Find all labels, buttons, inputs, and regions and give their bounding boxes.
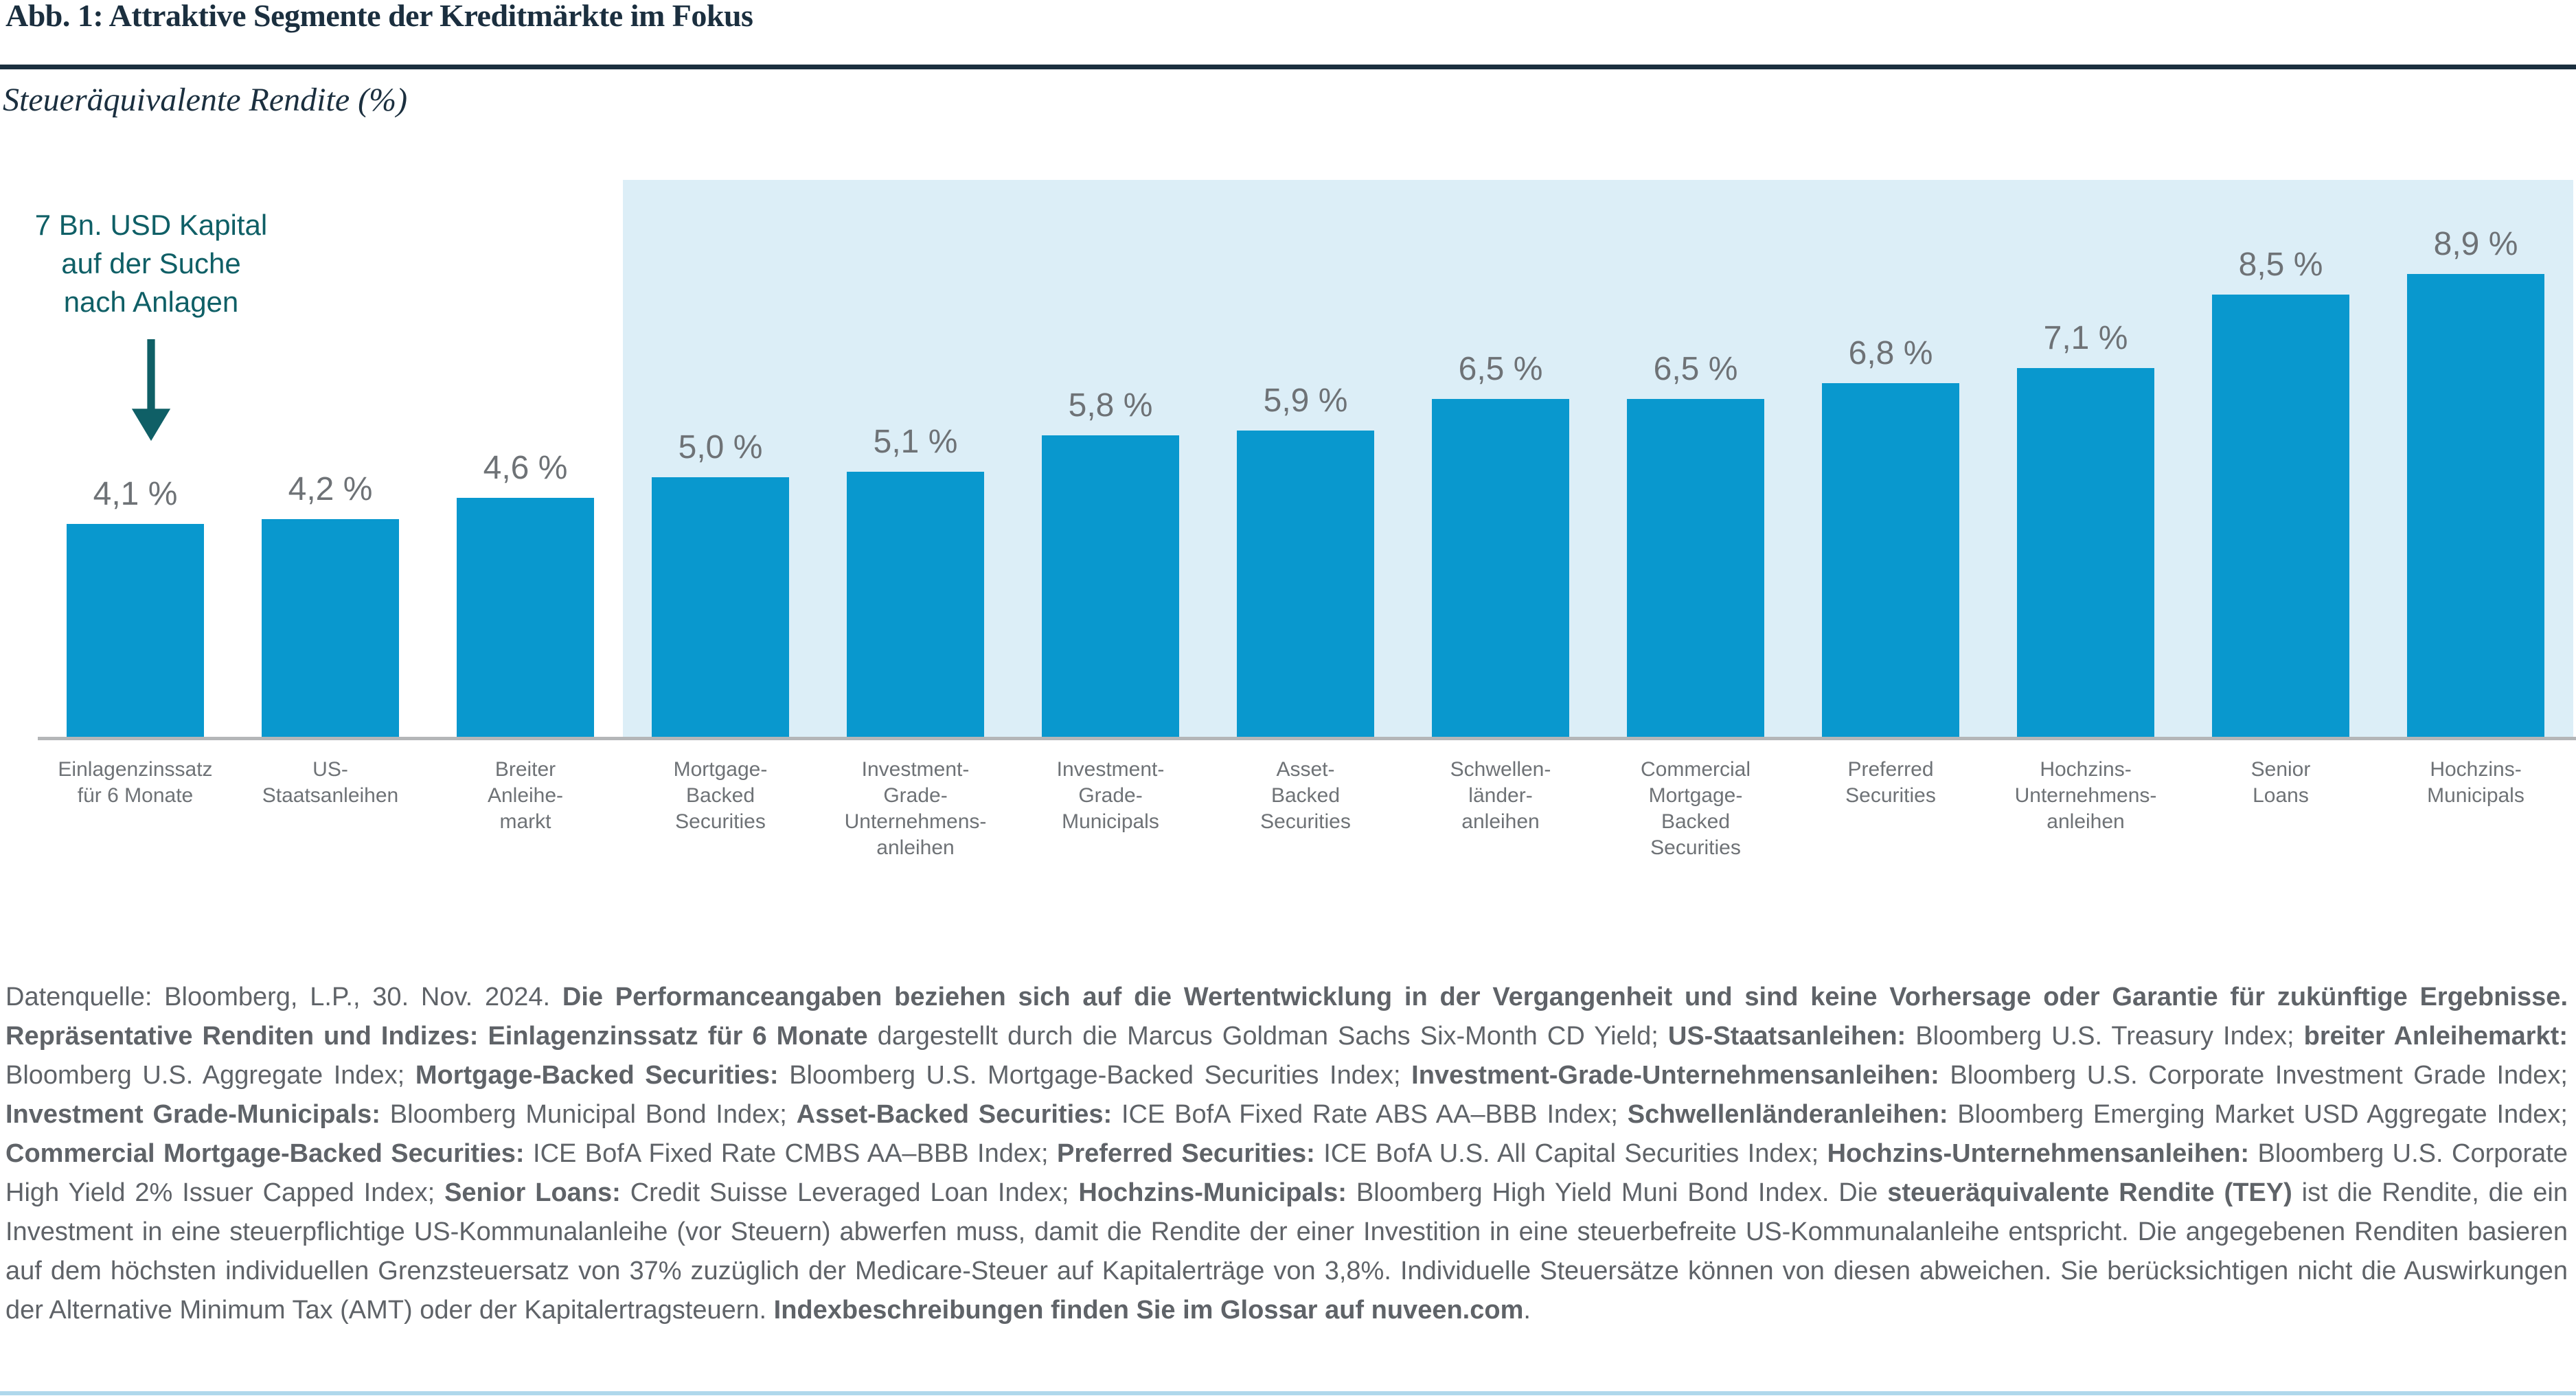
bar-category-label: Commercial Mortgage- Backed Securities	[1640, 758, 1751, 859]
footnote-segment: Bloomberg Emerging Market USD Aggregate …	[1948, 1100, 2568, 1129]
bar	[262, 519, 399, 738]
bar-group: 5,9 %	[1208, 382, 1403, 738]
bar-group: 4,1 %	[38, 475, 233, 738]
bar-value-label: 5,9 %	[1263, 382, 1348, 419]
bar-group: 6,5 %	[1403, 350, 1598, 738]
bar-category-label: Mortgage- Backed Securities	[673, 758, 768, 833]
footnote-segment: Credit Suisse Leveraged Loan Index;	[620, 1178, 1079, 1207]
footnote-segment: Bloomberg U.S. Mortgage-Backed Securitie…	[778, 1061, 1412, 1090]
bar	[1237, 431, 1374, 738]
footnote-bold-segment: US-Staatsanleihen:	[1667, 1022, 1906, 1051]
footnote-segment: ist die Rendite, die ein Investment in e…	[5, 1178, 2568, 1325]
bar-value-label: 7,1 %	[2043, 320, 2128, 356]
footnote-segment: Datenquelle: Bloomberg, L.P., 30. Nov. 2…	[5, 983, 562, 1011]
footnote-bold-segment: Senior Loans:	[444, 1178, 621, 1207]
bar	[1432, 399, 1569, 738]
footnote-segment: Bloomberg U.S. Aggregate Index;	[5, 1061, 415, 1090]
bar-value-label: 8,5 %	[2238, 247, 2323, 283]
bars: 4,1 % 4,2 % 4,6 % 5,0 % 5,1 % 5,8 % 5,9 % 6,5 %…	[38, 180, 2573, 738]
footnote-segment: Bloomberg High Yield Muni Bond Index. Di…	[1346, 1178, 1888, 1207]
bar	[2017, 368, 2154, 738]
bar-category-label: Hochzins- Unternehmens- anleihen	[2014, 758, 2157, 833]
footnote-bold-segment: Hochzins-Municipals:	[1078, 1178, 1347, 1207]
bar-category-label: Senior Loans	[2250, 758, 2311, 807]
bar	[1627, 399, 1764, 738]
footnote-segment: .	[1523, 1296, 1531, 1325]
footnote-bold-segment: Commercial Mortgage-Backed Securities:	[5, 1139, 525, 1168]
footnote-bold-segment: Hochzins-Unternehmensanleihen:	[1827, 1139, 2250, 1168]
bar-group: 5,8 %	[1013, 387, 1208, 738]
bar-value-label: 5,0 %	[678, 429, 763, 466]
category-labels: Einlagenzinssatz für 6 Monate US- Staatsa…	[38, 757, 2573, 861]
annotation: 7 Bn. USD Kapital auf der Suche nach Anl…	[0, 206, 302, 442]
bar	[67, 524, 204, 738]
footnote-segment: ICE BofA U.S. All Capital Securities Ind…	[1314, 1139, 1827, 1168]
bar-value-label: 5,1 %	[873, 424, 958, 460]
down-arrow-icon	[131, 339, 171, 442]
bar-category-label: Preferred Securities	[1845, 758, 1936, 807]
bar-category-label: Investment- Grade- Unternehmens- anleihe…	[844, 758, 987, 859]
footnote-bold-segment: Mortgage-Backed Securities:	[415, 1061, 779, 1090]
bar-value-label: 6,5 %	[1458, 351, 1543, 387]
bar-group: 4,2 %	[233, 470, 428, 738]
bar-category-label: Investment- Grade- Municipals	[1056, 758, 1165, 833]
bar-category-label: Breiter Anleihe- markt	[487, 758, 564, 833]
footnote-bold-segment: Preferred Securities:	[1057, 1139, 1315, 1168]
footnote-bold-segment: Die Performanceangaben beziehen sich auf…	[5, 983, 2568, 1051]
bar-value-label: 8,9 %	[2433, 226, 2518, 262]
footnote-segment: Bloomberg U.S. Corporate High Yield 2% I…	[5, 1139, 2568, 1207]
bottom-divider	[0, 1391, 2576, 1395]
bar-value-label: 5,8 %	[1068, 387, 1153, 424]
bar-category-label: Asset- Backed Securities	[1260, 758, 1351, 833]
bar-group: 8,5 %	[2183, 246, 2378, 738]
bar-group: 5,1 %	[818, 423, 1013, 738]
bar-group: 6,8 %	[1793, 334, 1988, 738]
footnote-bold-segment: Asset-Backed Securities:	[796, 1100, 1113, 1129]
bar	[1042, 435, 1179, 738]
bar-chart: 4,1 % 4,2 % 4,6 % 5,0 % 5,1 % 5,8 % 5,9 % 6,5 %…	[38, 180, 2573, 738]
bar	[1822, 383, 1959, 738]
bar-category-label: Einlagenzinssatz für 6 Monate	[58, 758, 213, 807]
footnote-bold-segment: Indexbeschreibungen finden Sie im Glossa…	[773, 1296, 1524, 1325]
footnote-bold-segment: steueräquivalente Rendite (TEY)	[1887, 1178, 2292, 1207]
bar-group: 7,1 %	[1988, 319, 2183, 738]
bar-category-label: US- Staatsanleihen	[262, 758, 399, 807]
annotation-text: 7 Bn. USD Kapital auf der Suche nach Anl…	[34, 209, 268, 318]
footnote-segment: Bloomberg U.S. Treasury Index;	[1906, 1022, 2304, 1051]
footnote-segment: dargestellt durch die Marcus Goldman Sac…	[877, 1022, 1668, 1051]
bar-group: 5,0 %	[623, 428, 818, 738]
bar	[2212, 295, 2349, 738]
footnote-segment: Bloomberg Municipal Bond Index;	[380, 1100, 797, 1129]
bar-value-label: 6,8 %	[1848, 335, 1933, 371]
axis-title: Steueräquivalente Rendite (%)	[3, 82, 408, 118]
bar-group: 6,5 %	[1598, 350, 1793, 738]
title-divider	[0, 65, 2576, 69]
bar-value-label: 6,5 %	[1653, 351, 1738, 387]
bar	[847, 472, 984, 738]
bar-group: 4,6 %	[428, 449, 623, 738]
footnote-bold-segment: Investment-Grade-Unternehmensanleihen:	[1411, 1061, 1939, 1090]
footnote-segment: Bloomberg U.S. Corporate Investment Grad…	[1939, 1061, 2568, 1090]
bar	[652, 477, 789, 738]
x-axis-line	[38, 737, 2576, 740]
bar-category-label: Schwellen- länder- anleihen	[1450, 758, 1551, 833]
footnote-bold-segment: Schwellenländeranleihen:	[1627, 1100, 1948, 1129]
footnote: Datenquelle: Bloomberg, L.P., 30. Nov. 2…	[5, 978, 2568, 1330]
footnote-segment: ICE BofA Fixed Rate CMBS AA–BBB Index;	[524, 1139, 1058, 1168]
bar-value-label: 4,1 %	[93, 476, 178, 512]
footnote-bold-segment: Investment Grade-Municipals:	[5, 1100, 380, 1129]
bar-value-label: 4,2 %	[288, 471, 373, 507]
footnote-bold-segment: breiter Anleihemarkt:	[2303, 1022, 2568, 1051]
bar	[2407, 274, 2544, 738]
footnote-segment: ICE BofA Fixed Rate ABS AA–BBB Index;	[1112, 1100, 1628, 1129]
bar-category-label: Hochzins- Municipals	[2427, 758, 2524, 807]
bar	[457, 498, 594, 738]
bar-group: 8,9 %	[2378, 225, 2573, 738]
bar-value-label: 4,6 %	[483, 450, 568, 486]
figure-title: Abb. 1: Attraktive Segmente der Kreditmä…	[5, 0, 753, 33]
